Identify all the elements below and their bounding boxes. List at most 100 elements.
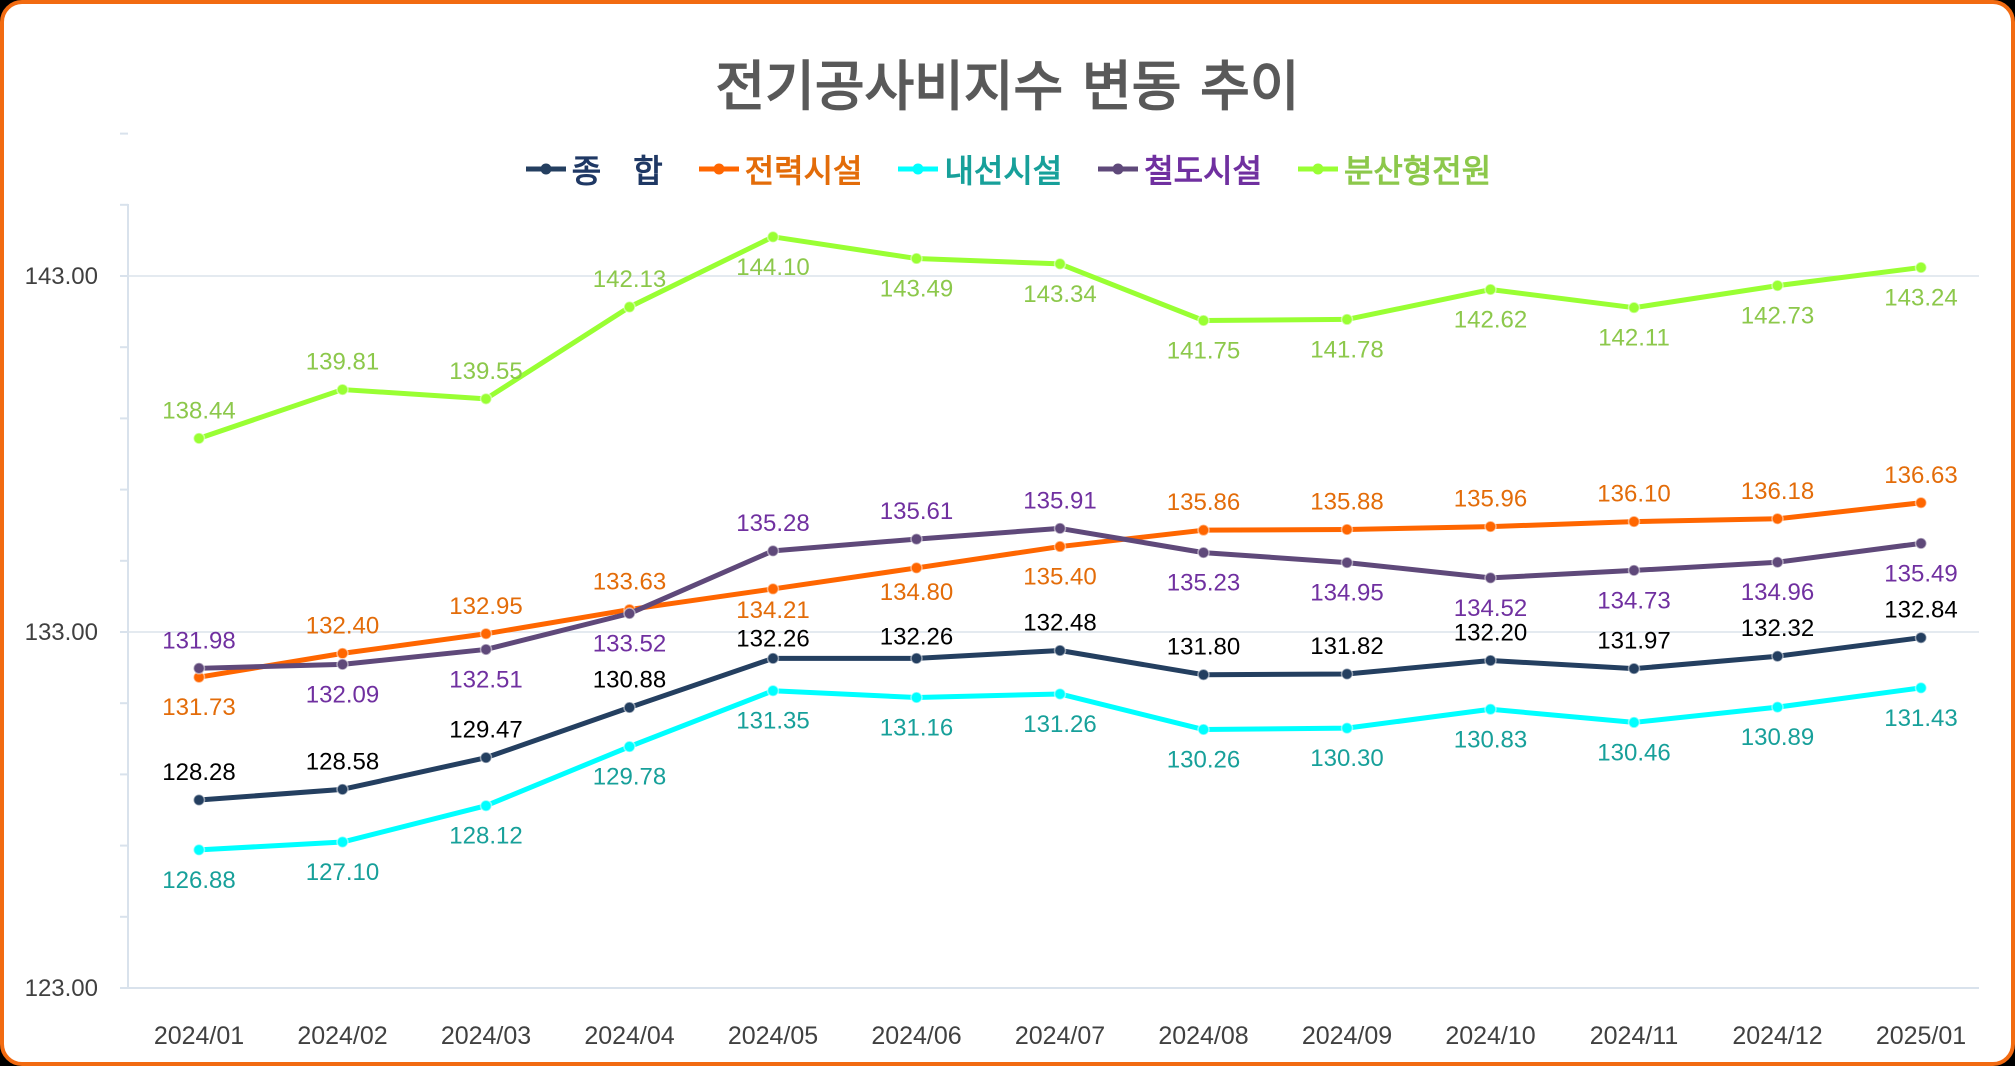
legend: 종 합 전력시설 내선시설 철도시설 분산형전원 <box>4 146 2011 192</box>
y-tick-label: 123.00 <box>25 975 98 1002</box>
legend-marker-icon <box>1098 163 1139 175</box>
data-label: 130.26 <box>1167 747 1240 774</box>
data-label: 132.95 <box>449 593 522 620</box>
data-point <box>336 835 349 849</box>
legend-marker-icon <box>698 163 739 175</box>
data-point <box>910 532 923 546</box>
data-point <box>1053 687 1067 701</box>
data-label: 132.20 <box>1454 619 1527 646</box>
data-point <box>192 432 206 445</box>
data-point <box>1197 668 1210 681</box>
data-label: 128.58 <box>306 748 379 775</box>
legend-label: 내선시설 <box>944 152 1063 190</box>
x-tick-label: 2024/01 <box>154 1022 244 1050</box>
data-label: 134.95 <box>1310 580 1383 607</box>
data-label: 131.35 <box>736 708 809 735</box>
legend-label: 종 합 <box>571 152 663 190</box>
data-label: 135.88 <box>1310 488 1383 515</box>
data-point <box>1627 515 1641 528</box>
x-tick-label: 2024/04 <box>584 1022 674 1050</box>
data-label: 132.40 <box>306 612 379 639</box>
x-tick-label: 2024/09 <box>1302 1022 1392 1050</box>
data-label: 133.63 <box>593 569 666 596</box>
data-label: 132.26 <box>736 625 809 652</box>
data-point <box>479 392 493 406</box>
x-tick-label: 2024/11 <box>1590 1022 1679 1050</box>
legend-marker-icon <box>898 163 939 175</box>
x-tick-label: 2024/12 <box>1732 1022 1822 1050</box>
data-point <box>910 252 923 265</box>
data-label: 134.21 <box>736 597 809 624</box>
data-label: 136.18 <box>1741 478 1814 505</box>
data-label: 126.88 <box>162 867 235 894</box>
data-label: 134.52 <box>1454 595 1527 622</box>
data-label: 135.40 <box>1023 564 1096 591</box>
data-label: 131.98 <box>162 627 235 654</box>
data-point <box>766 582 780 596</box>
data-point <box>766 230 780 244</box>
legend-label: 분산형전원 <box>1343 152 1492 190</box>
data-point <box>1484 654 1497 667</box>
data-point <box>1914 631 1928 644</box>
data-label: 143.49 <box>880 276 953 303</box>
data-label: 139.55 <box>449 358 522 385</box>
data-label: 135.86 <box>1167 489 1240 516</box>
data-point <box>623 607 636 620</box>
data-label: 132.51 <box>449 666 522 693</box>
data-label: 132.26 <box>880 623 953 650</box>
data-point <box>479 643 493 656</box>
data-label: 130.88 <box>593 666 666 693</box>
x-tick-label: 2024/05 <box>728 1022 818 1050</box>
x-tick-label: 2025/01 <box>1876 1022 1966 1050</box>
legend-item: 분산형전원 <box>1296 146 1491 192</box>
data-point <box>1627 716 1641 729</box>
data-point <box>1627 564 1641 577</box>
data-point <box>1484 571 1497 585</box>
chart-title: 전기공사비지수 변동 추이 <box>715 55 1300 118</box>
data-point <box>1053 644 1067 657</box>
data-label: 141.78 <box>1310 336 1383 363</box>
data-point <box>336 647 349 660</box>
data-point <box>1484 283 1497 296</box>
data-point <box>479 627 493 641</box>
data-label: 133.52 <box>593 630 666 657</box>
data-point <box>1771 512 1784 526</box>
data-point <box>1053 522 1067 535</box>
data-point <box>192 662 206 675</box>
data-label: 134.73 <box>1597 587 1670 614</box>
data-point <box>766 652 780 665</box>
data-label: 128.28 <box>162 759 235 786</box>
data-label: 142.11 <box>1598 325 1670 352</box>
data-point <box>1340 721 1354 735</box>
data-point <box>1484 520 1497 533</box>
data-point <box>479 799 493 812</box>
data-label: 132.32 <box>1741 615 1814 642</box>
data-point <box>1340 523 1354 536</box>
data-label: 127.10 <box>306 859 379 886</box>
data-point <box>910 561 923 575</box>
data-point <box>1914 537 1928 550</box>
data-point <box>336 383 349 396</box>
data-label: 130.83 <box>1454 726 1527 753</box>
data-label: 131.16 <box>880 715 953 742</box>
legend-item: 철도시설 <box>1096 146 1262 192</box>
data-point <box>1627 662 1641 675</box>
data-label: 142.62 <box>1454 307 1527 334</box>
data-point <box>910 652 923 665</box>
data-point <box>1053 540 1067 553</box>
data-point <box>1914 261 1928 274</box>
data-point <box>192 843 206 857</box>
data-label: 143.34 <box>1023 281 1096 308</box>
x-tick-label: 2024/03 <box>441 1022 531 1050</box>
legend-item: 내선시설 <box>896 146 1062 192</box>
data-point <box>623 701 636 714</box>
legend-label: 전력시설 <box>744 152 863 190</box>
data-point <box>623 740 636 753</box>
x-tick-label: 2024/07 <box>1015 1022 1105 1050</box>
data-label: 144.10 <box>736 254 809 281</box>
line-chart: 123.00 133.00 143.00 2024/01 2024/02 2024/03 2… <box>25 132 1979 1050</box>
data-label: 142.73 <box>1741 303 1814 330</box>
data-point <box>1771 700 1784 714</box>
data-point <box>623 300 636 314</box>
data-label: 131.73 <box>162 694 235 721</box>
